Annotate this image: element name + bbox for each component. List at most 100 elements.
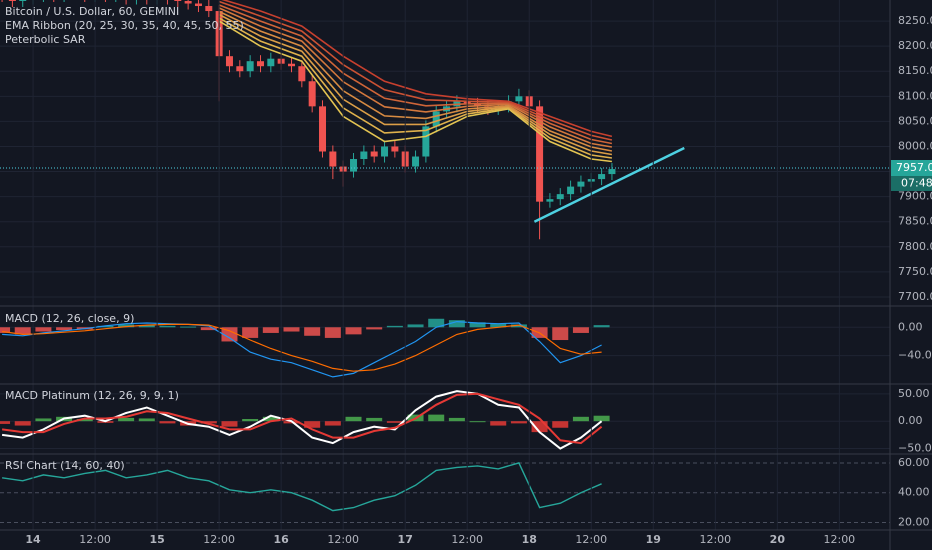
candle-body xyxy=(432,111,440,127)
indicator-line xyxy=(1,390,603,450)
histogram-bar xyxy=(448,417,465,422)
histogram-bar xyxy=(0,327,11,333)
candle-body xyxy=(298,66,306,82)
y-tick-label: 7900.00 xyxy=(898,190,932,203)
y-tick-label: 7850.00 xyxy=(898,215,932,228)
histogram-bar xyxy=(572,327,589,333)
y-tick-label: 8250.00 xyxy=(898,14,932,27)
x-tick-label: 12:00 xyxy=(575,533,607,546)
histogram-bar xyxy=(159,421,176,424)
indicator-label: EMA Ribbon (20, 25, 30, 35, 40, 45, 50, … xyxy=(5,19,244,32)
histogram-bar xyxy=(118,417,135,422)
histogram-bar xyxy=(324,421,341,426)
histogram-bar xyxy=(366,327,383,330)
x-tick-label: 12:00 xyxy=(203,533,235,546)
y-tick-label: 60.00 xyxy=(898,456,930,469)
candle-body xyxy=(205,6,213,12)
indicator-line xyxy=(2,323,602,372)
candle-body xyxy=(174,0,182,2)
x-tick-label: 16 xyxy=(274,533,290,546)
candle-body xyxy=(360,151,368,160)
histogram-bar xyxy=(200,421,217,424)
candle-body xyxy=(246,61,254,72)
ema-line xyxy=(218,17,613,159)
price-pane xyxy=(0,0,890,298)
trend-line xyxy=(533,146,685,223)
rsi-line xyxy=(1,462,602,512)
candle-body xyxy=(267,58,275,67)
histogram-bar xyxy=(221,421,238,427)
indicator-line xyxy=(1,392,603,445)
histogram-bar xyxy=(510,421,527,424)
histogram-bar xyxy=(448,320,465,328)
histogram-bar xyxy=(35,418,52,422)
histogram-bar xyxy=(407,324,424,328)
histogram-bar xyxy=(490,421,507,426)
x-tick-label: 14 xyxy=(25,533,41,546)
candle-body xyxy=(391,146,399,152)
x-tick-label: 12:00 xyxy=(699,533,731,546)
ema-line xyxy=(218,0,613,141)
y-tick-label: −40.00 xyxy=(898,349,932,362)
candle-body xyxy=(608,169,616,175)
y-tick-label: −50.00 xyxy=(898,442,932,455)
histogram-bar xyxy=(138,418,155,422)
y-tick-label: 8200.00 xyxy=(898,39,932,52)
histogram-bar xyxy=(14,421,31,426)
candle-body xyxy=(370,151,378,157)
histogram-bar xyxy=(386,325,403,328)
histogram-bar xyxy=(242,419,259,422)
histogram-bar xyxy=(304,327,321,336)
histogram-bar xyxy=(324,327,341,338)
legends: Bitcoin / U.S. Dollar, 60, GEMINI EMA Ri… xyxy=(5,5,244,472)
y-tick-label: 20.00 xyxy=(898,516,930,529)
ema-line xyxy=(218,13,613,156)
x-tick-label: 15 xyxy=(149,533,164,546)
last-price-box xyxy=(891,160,932,177)
histogram-bar xyxy=(386,421,403,423)
y-tick-label: 50.00 xyxy=(898,387,930,400)
histogram-bar xyxy=(262,416,279,422)
histogram-bar xyxy=(159,325,176,328)
histogram-bar xyxy=(138,325,155,328)
histogram-bar xyxy=(14,327,31,335)
ema-line xyxy=(218,10,613,152)
candle-body xyxy=(556,194,564,200)
histogram-bar xyxy=(552,421,569,428)
y-tick-label: 8000.00 xyxy=(898,139,932,152)
ema-line xyxy=(221,0,613,138)
countdown-label: 07:48 xyxy=(901,177,932,190)
histogram-bar xyxy=(283,327,300,332)
pane-title: MACD Platinum (12, 26, 9, 9, 1) xyxy=(5,389,179,402)
candle-body xyxy=(546,199,554,202)
x-tick-label: 12:00 xyxy=(823,533,855,546)
histogram-bar xyxy=(510,324,527,328)
histogram-bar xyxy=(304,421,321,428)
candle-body xyxy=(567,186,575,195)
candle-body xyxy=(287,63,295,67)
candle-body xyxy=(412,156,420,167)
y-tick-label: 7700.00 xyxy=(898,290,932,303)
y-tick-label: 7750.00 xyxy=(898,265,932,278)
histogram-bar xyxy=(118,324,135,328)
candle-body xyxy=(350,159,358,172)
candle-body xyxy=(515,96,523,102)
histogram-bar xyxy=(552,327,569,341)
candle-body xyxy=(577,181,585,187)
rsi-pane xyxy=(0,462,890,524)
histogram-bar xyxy=(76,419,93,422)
histogram-bar xyxy=(531,421,548,433)
y-tick-label: 8050.00 xyxy=(898,114,932,127)
histogram-bar xyxy=(345,327,362,335)
symbol-title: Bitcoin / U.S. Dollar, 60, GEMINI xyxy=(5,5,179,18)
x-tick-label: 17 xyxy=(398,533,413,546)
x-tick-label: 12:00 xyxy=(451,533,483,546)
histogram-bar xyxy=(0,421,11,424)
histogram-bar xyxy=(221,327,238,342)
candle-body xyxy=(184,1,192,4)
histogram-bar xyxy=(180,326,197,328)
candle-body xyxy=(225,56,233,67)
y-tick-label: 8150.00 xyxy=(898,64,932,77)
